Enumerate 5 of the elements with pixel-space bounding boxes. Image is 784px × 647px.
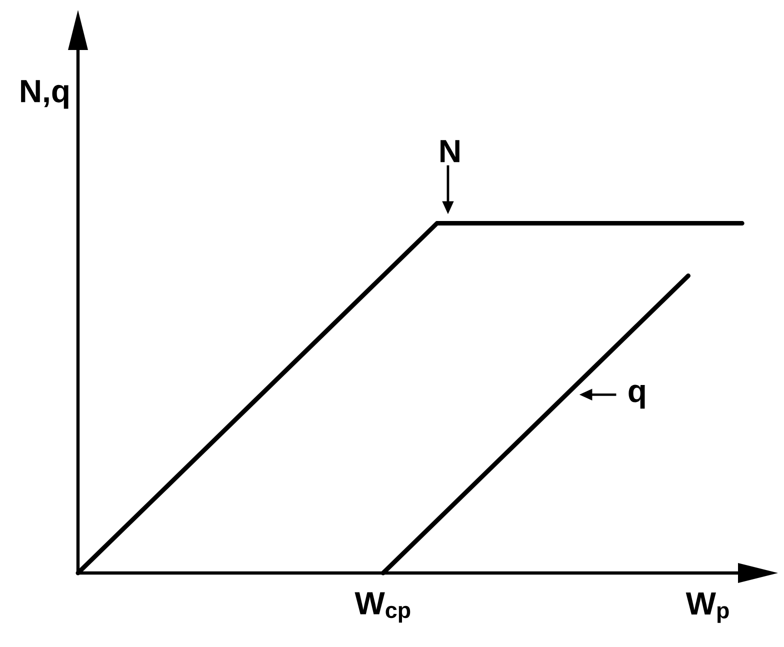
y-axis-title: N,q (21, 80, 68, 109)
legend-label: q (628, 384, 645, 409)
text: W$_{cp}$ (354, 592, 410, 623)
x-axis-title: W$_{p}$ (686, 592, 729, 623)
series-label: N (440, 140, 460, 162)
